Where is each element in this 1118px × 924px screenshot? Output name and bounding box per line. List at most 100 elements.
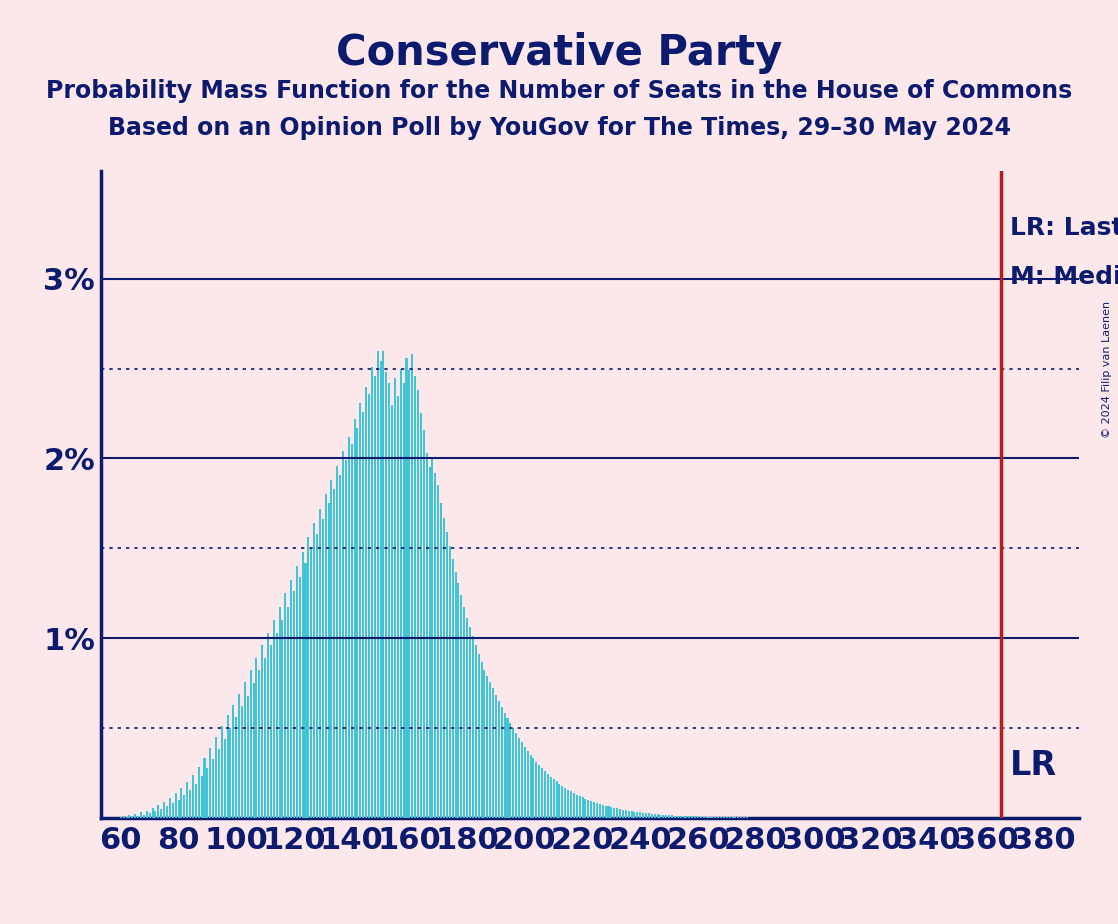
Bar xyxy=(463,607,465,818)
Bar xyxy=(636,812,638,818)
Bar xyxy=(512,728,514,818)
Bar xyxy=(428,468,430,818)
Bar xyxy=(371,367,373,818)
Bar xyxy=(572,793,575,818)
Bar xyxy=(426,453,428,818)
Bar xyxy=(590,801,593,818)
Bar xyxy=(585,798,587,818)
Bar xyxy=(567,789,569,818)
Bar xyxy=(200,776,202,818)
Bar xyxy=(570,791,572,818)
Bar xyxy=(521,742,523,818)
Bar xyxy=(187,782,188,818)
Bar xyxy=(357,428,359,818)
Bar xyxy=(388,383,390,818)
Bar xyxy=(420,414,421,818)
Bar xyxy=(435,473,436,818)
Bar xyxy=(455,572,456,818)
Bar xyxy=(530,755,531,818)
Bar xyxy=(221,726,222,818)
Text: Conservative Party: Conservative Party xyxy=(335,32,783,74)
Bar xyxy=(382,350,385,818)
Bar xyxy=(351,444,352,818)
Bar xyxy=(180,788,182,818)
Bar xyxy=(227,715,228,818)
Bar xyxy=(238,694,240,818)
Bar xyxy=(665,815,667,818)
Bar xyxy=(475,645,476,818)
Bar xyxy=(212,760,215,818)
Bar xyxy=(676,816,679,818)
Bar xyxy=(215,737,217,818)
Bar xyxy=(400,369,401,818)
Bar xyxy=(273,620,275,818)
Bar xyxy=(322,519,324,818)
Bar xyxy=(593,802,595,818)
Bar xyxy=(579,796,580,818)
Bar xyxy=(319,509,321,818)
Bar xyxy=(483,670,485,818)
Bar xyxy=(682,816,684,818)
Bar xyxy=(607,807,609,818)
Bar xyxy=(432,456,434,818)
Bar xyxy=(544,772,546,818)
Bar xyxy=(605,806,607,818)
Bar xyxy=(397,395,399,818)
Bar xyxy=(154,811,157,818)
Bar xyxy=(408,371,410,818)
Bar xyxy=(694,817,697,818)
Bar xyxy=(691,816,693,818)
Bar xyxy=(183,796,186,818)
Bar xyxy=(614,808,615,818)
Bar xyxy=(461,595,463,818)
Bar xyxy=(561,785,563,818)
Bar xyxy=(452,559,454,818)
Bar xyxy=(662,815,664,818)
Bar xyxy=(689,816,690,818)
Bar xyxy=(235,717,237,818)
Bar xyxy=(625,810,627,818)
Bar xyxy=(311,548,312,818)
Bar xyxy=(587,800,589,818)
Bar xyxy=(645,813,647,818)
Bar xyxy=(134,814,136,818)
Bar xyxy=(622,809,624,818)
Bar xyxy=(394,378,396,818)
Bar xyxy=(634,811,635,818)
Text: © 2024 Filip van Laenen: © 2024 Filip van Laenen xyxy=(1102,301,1112,438)
Text: LR: Last Result: LR: Last Result xyxy=(1010,216,1118,240)
Text: M: Median: M: Median xyxy=(1010,265,1118,288)
Bar xyxy=(373,376,376,818)
Bar xyxy=(656,814,659,818)
Bar xyxy=(278,607,281,818)
Bar xyxy=(172,803,173,818)
Bar xyxy=(547,774,549,818)
Bar xyxy=(269,645,272,818)
Bar xyxy=(639,812,642,818)
Bar xyxy=(536,762,538,818)
Bar xyxy=(129,815,131,818)
Bar xyxy=(391,405,394,818)
Bar xyxy=(233,704,235,818)
Bar xyxy=(324,494,326,818)
Bar xyxy=(495,695,498,818)
Bar xyxy=(703,817,704,818)
Bar xyxy=(304,563,306,818)
Bar xyxy=(296,566,297,818)
Bar xyxy=(599,804,600,818)
Bar xyxy=(481,663,483,818)
Bar xyxy=(565,788,566,818)
Bar xyxy=(366,386,367,818)
Text: LR: LR xyxy=(1010,749,1057,782)
Bar xyxy=(258,671,260,818)
Bar xyxy=(342,451,344,818)
Bar xyxy=(198,767,200,818)
Bar xyxy=(160,808,162,818)
Bar xyxy=(247,696,249,818)
Bar xyxy=(503,712,505,818)
Text: Based on an Opinion Poll by YouGov for The Times, 29–30 May 2024: Based on an Opinion Poll by YouGov for T… xyxy=(107,116,1011,140)
Bar xyxy=(362,412,364,818)
Bar xyxy=(316,534,318,818)
Bar xyxy=(287,607,290,818)
Bar xyxy=(423,430,425,818)
